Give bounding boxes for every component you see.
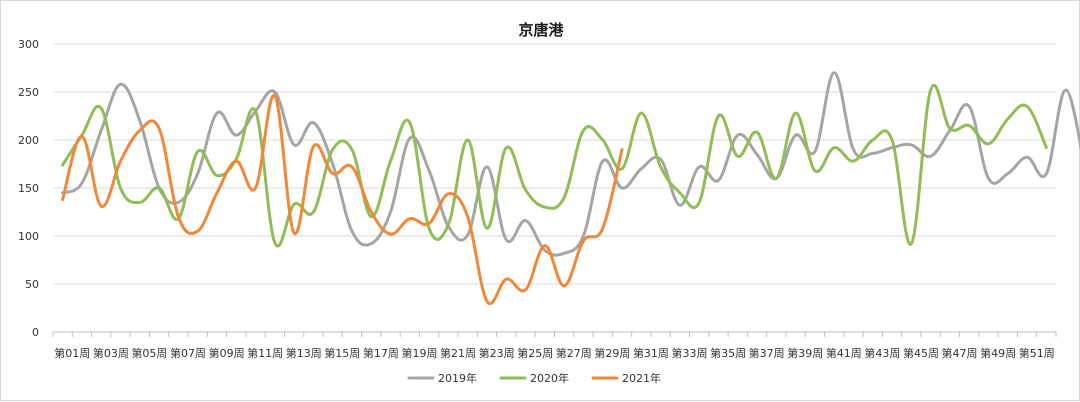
- y-tick-label: 200: [18, 134, 39, 147]
- y-tick-label: 150: [18, 182, 39, 195]
- x-tick-label: 第11周: [247, 346, 283, 360]
- x-tick-label: 第49周: [980, 346, 1016, 360]
- x-tick-label: 第35周: [710, 346, 746, 360]
- x-tick-label: 第31周: [633, 346, 669, 360]
- x-tick-label: 第41周: [826, 346, 862, 360]
- x-tick-label: 第51周: [1019, 346, 1055, 360]
- x-tick-label: 第13周: [286, 346, 322, 360]
- x-tick-label: 第07周: [170, 346, 206, 360]
- x-tick-label: 第39周: [787, 346, 823, 360]
- x-tick-label: 第47周: [942, 346, 978, 360]
- x-tick-label: 第37周: [749, 346, 785, 360]
- series-line-1: [61, 83, 1048, 248]
- x-tick-label: 第23周: [479, 346, 515, 360]
- y-tick-label: 300: [18, 38, 39, 51]
- legend-label: 2021年: [622, 371, 661, 385]
- x-axis: 第01周 第03周 第05周 第07周 第09周 第11周 第13周 第15周 第17周 第19周…: [52, 332, 1057, 360]
- legend-label: 2019年: [438, 371, 477, 385]
- series-line-0: [61, 71, 1080, 257]
- x-tick-label: 第29周: [594, 346, 630, 360]
- x-tick-label: 第15周: [324, 346, 360, 360]
- legend: 2019年 2020年 2021年: [407, 371, 661, 385]
- x-tick-label: 第21周: [440, 346, 476, 360]
- y-axis: 0 50 100 150 200 250 300: [18, 38, 39, 339]
- x-tick-label: 第19周: [401, 346, 437, 360]
- y-tick-label: 100: [18, 230, 39, 243]
- series-lines: [61, 71, 1080, 306]
- x-tick-label: 第03周: [93, 346, 129, 360]
- legend-label: 2020年: [530, 371, 569, 385]
- x-tick-label: 第27周: [556, 346, 592, 360]
- x-tick-label: 第43周: [864, 346, 900, 360]
- x-tick-label: 第45周: [903, 346, 939, 360]
- chart-title: 京唐港: [518, 21, 564, 39]
- x-tick-label: 第01周: [54, 346, 90, 360]
- y-tick-label: 0: [32, 326, 39, 339]
- x-tick-label: 第09周: [209, 346, 245, 360]
- x-tick-label: 第05周: [131, 346, 167, 360]
- y-tick-label: 50: [25, 278, 39, 291]
- x-tick-label: 第33周: [672, 346, 708, 360]
- y-tick-label: 250: [18, 86, 39, 99]
- series-line-2: [61, 94, 624, 306]
- x-tick-label: 第17周: [363, 346, 399, 360]
- x-tick-label: 第25周: [517, 346, 553, 360]
- gridlines: [53, 43, 1056, 333]
